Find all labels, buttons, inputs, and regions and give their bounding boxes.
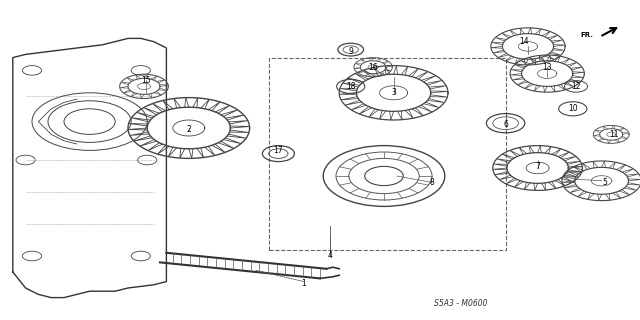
Text: 9: 9	[348, 47, 353, 56]
Text: 10: 10	[568, 104, 578, 113]
Text: 7: 7	[535, 162, 540, 171]
Text: 14: 14	[518, 37, 529, 46]
Text: 15: 15	[141, 76, 151, 84]
Text: 16: 16	[368, 63, 378, 72]
Text: 4: 4	[327, 252, 332, 260]
Text: 5: 5	[602, 178, 607, 187]
Text: 13: 13	[542, 63, 552, 72]
Text: S5A3 - M0600: S5A3 - M0600	[434, 300, 488, 308]
Text: 11: 11	[610, 130, 619, 139]
Text: 8: 8	[429, 178, 435, 187]
Text: 1: 1	[301, 279, 307, 288]
Text: 2: 2	[186, 125, 191, 134]
Text: 18: 18	[346, 82, 355, 91]
Text: 6: 6	[503, 120, 508, 129]
Text: 12: 12	[572, 82, 580, 91]
Text: 17: 17	[273, 146, 284, 155]
Text: FR.: FR.	[580, 32, 593, 37]
Text: 3: 3	[391, 88, 396, 97]
